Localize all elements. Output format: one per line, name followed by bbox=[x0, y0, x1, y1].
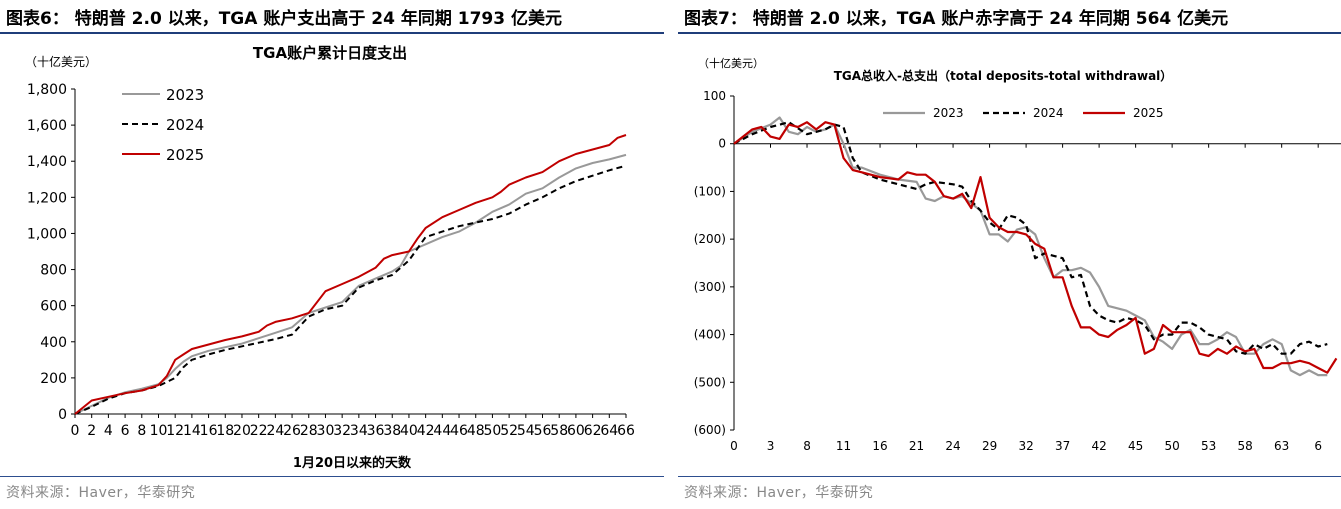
source-note: 资料来源：Haver，华泰研究 bbox=[684, 485, 874, 501]
unit-label: （十亿美元） bbox=[25, 54, 97, 69]
figure-title: 图表6： 特朗普 2.0 以来，TGA 账户支出高于 24 年同期 1793 亿… bbox=[6, 9, 562, 29]
x-tick-label: 44 bbox=[433, 423, 451, 439]
x-tick-label: 42 bbox=[1091, 439, 1106, 453]
x-tick-label: 52 bbox=[500, 423, 518, 439]
x-tick-label: 6 bbox=[121, 423, 130, 439]
y-tick-label: 0 bbox=[58, 407, 67, 423]
legend-label: 2025 bbox=[166, 146, 204, 164]
x-tick-label: 6 bbox=[1314, 439, 1322, 453]
x-tick-label: 34 bbox=[350, 423, 368, 439]
series-line-2024 bbox=[74, 164, 627, 415]
y-tick-label: 0 bbox=[718, 137, 726, 151]
x-tick-label: 20 bbox=[233, 423, 251, 439]
y-tick-label: 1,600 bbox=[27, 118, 67, 134]
legend-label: 2023 bbox=[933, 106, 964, 120]
x-tick-label: 46 bbox=[450, 423, 468, 439]
x-tick-label: 56 bbox=[534, 423, 552, 439]
y-tick-label: 200 bbox=[40, 371, 67, 387]
x-tick-label: 2 bbox=[87, 423, 96, 439]
legend-label: 2024 bbox=[1033, 106, 1064, 120]
cumulative-outlays-chart: TGA账户累计日度支出（十亿美元）02004006008001,0001,200… bbox=[25, 44, 635, 471]
y-tick-label: (100) bbox=[694, 184, 726, 198]
x-axis-title: 1月20日以来的天数 bbox=[293, 455, 412, 471]
y-tick-label: (400) bbox=[694, 328, 726, 342]
source-rule bbox=[0, 476, 664, 477]
x-tick-label: 18 bbox=[216, 423, 234, 439]
x-tick-label: 66 bbox=[617, 423, 635, 439]
x-tick-label: 32 bbox=[333, 423, 351, 439]
x-tick-label: 37 bbox=[1055, 439, 1070, 453]
x-tick-label: 4 bbox=[104, 423, 113, 439]
y-tick-label: 1,400 bbox=[27, 154, 67, 170]
x-tick-label: 21 bbox=[909, 439, 924, 453]
x-tick-label: 8 bbox=[803, 439, 811, 453]
x-tick-label: 30 bbox=[317, 423, 335, 439]
x-tick-label: 3 bbox=[767, 439, 775, 453]
y-tick-label: (600) bbox=[694, 423, 726, 437]
y-tick-label: (500) bbox=[694, 375, 726, 389]
x-tick-label: 14 bbox=[183, 423, 201, 439]
x-tick-label: 63 bbox=[1274, 439, 1289, 453]
x-tick-label: 50 bbox=[484, 423, 502, 439]
x-tick-label: 0 bbox=[71, 423, 80, 439]
legend-label: 2024 bbox=[166, 116, 204, 134]
x-tick-label: 64 bbox=[600, 423, 618, 439]
y-tick-label: 600 bbox=[40, 299, 67, 315]
y-tick-label: (300) bbox=[694, 280, 726, 294]
x-tick-label: 38 bbox=[383, 423, 401, 439]
y-tick-label: (200) bbox=[694, 232, 726, 246]
legend-label: 2023 bbox=[166, 86, 204, 104]
x-tick-label: 32 bbox=[1018, 439, 1033, 453]
x-tick-label: 29 bbox=[982, 439, 997, 453]
chart-title: TGA总收入-总支出（total deposits-total withdraw… bbox=[834, 68, 1173, 83]
y-tick-label: 100 bbox=[703, 89, 726, 103]
figure-7-panel: 图表7： 特朗普 2.0 以来，TGA 账户赤字高于 24 年同期 564 亿美… bbox=[678, 0, 1341, 509]
series-line-2023 bbox=[733, 116, 1328, 377]
y-tick-label: 800 bbox=[40, 263, 67, 279]
x-tick-label: 16 bbox=[872, 439, 887, 453]
source-rule bbox=[678, 476, 1341, 477]
x-tick-label: 36 bbox=[367, 423, 385, 439]
x-tick-label: 62 bbox=[584, 423, 602, 439]
x-tick-label: 12 bbox=[166, 423, 184, 439]
figure-6-panel: 图表6： 特朗普 2.0 以来，TGA 账户支出高于 24 年同期 1793 亿… bbox=[0, 0, 664, 509]
x-tick-label: 16 bbox=[200, 423, 218, 439]
source-note: 资料来源：Haver，华泰研究 bbox=[6, 485, 196, 501]
x-tick-label: 58 bbox=[550, 423, 568, 439]
x-tick-label: 53 bbox=[1201, 439, 1216, 453]
y-tick-label: 400 bbox=[40, 335, 67, 351]
x-tick-label: 42 bbox=[417, 423, 435, 439]
x-tick-label: 0 bbox=[730, 439, 738, 453]
chart-title: TGA账户累计日度支出 bbox=[253, 44, 407, 62]
x-tick-label: 24 bbox=[266, 423, 284, 439]
x-tick-label: 54 bbox=[517, 423, 535, 439]
legend-label: 2025 bbox=[1133, 106, 1164, 120]
x-tick-label: 28 bbox=[300, 423, 318, 439]
x-tick-label: 50 bbox=[1164, 439, 1179, 453]
series-line-2023 bbox=[74, 153, 627, 415]
x-tick-label: 60 bbox=[567, 423, 585, 439]
x-tick-label: 45 bbox=[1128, 439, 1143, 453]
x-tick-label: 10 bbox=[150, 423, 168, 439]
series-line-2025 bbox=[733, 121, 1338, 374]
title-rule bbox=[0, 32, 664, 34]
unit-label: （十亿美元） bbox=[698, 56, 764, 70]
x-tick-label: 24 bbox=[945, 439, 960, 453]
series-line-2025 bbox=[74, 134, 627, 415]
x-tick-label: 26 bbox=[283, 423, 301, 439]
net-balance-chart: TGA总收入-总支出（total deposits-total withdraw… bbox=[694, 56, 1341, 453]
x-tick-label: 48 bbox=[467, 423, 485, 439]
y-tick-label: 1,200 bbox=[27, 190, 67, 206]
title-rule bbox=[678, 32, 1341, 34]
x-tick-label: 22 bbox=[250, 423, 268, 439]
figure-title: 图表7： 特朗普 2.0 以来，TGA 账户赤字高于 24 年同期 564 亿美… bbox=[684, 9, 1229, 29]
x-tick-label: 58 bbox=[1238, 439, 1253, 453]
x-tick-label: 8 bbox=[137, 423, 146, 439]
x-tick-label: 40 bbox=[400, 423, 418, 439]
x-tick-label: 11 bbox=[836, 439, 851, 453]
y-tick-label: 1,000 bbox=[27, 226, 67, 242]
y-tick-label: 1,800 bbox=[27, 82, 67, 98]
